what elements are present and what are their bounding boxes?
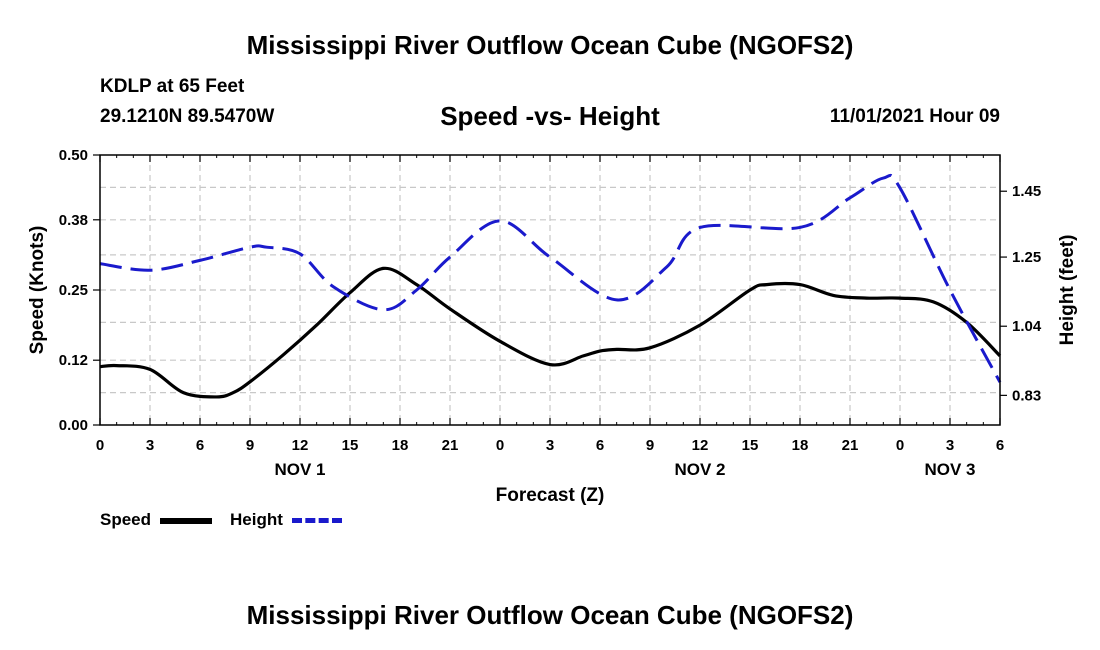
- grid-lines: [100, 155, 1000, 425]
- x-tick-label: 3: [146, 437, 154, 454]
- x-tick-label: 0: [896, 437, 904, 454]
- x-tick-label: 0: [496, 437, 504, 454]
- x-tick-label: 9: [246, 437, 254, 454]
- x-tick-label: 18: [392, 437, 409, 454]
- legend-speed-swatch: [160, 518, 212, 524]
- forecast-datetime: 11/01/2021 Hour 09: [829, 106, 1000, 127]
- legend-height-label: Height: [230, 510, 283, 529]
- footer-title: Mississippi River Outflow Ocean Cube (NG…: [246, 600, 854, 630]
- axis-ticks: [93, 154, 1007, 426]
- x-tick-label: 15: [342, 437, 359, 454]
- y2-tick-label: 1.04: [1012, 318, 1042, 335]
- y2-tick-label: 0.83: [1012, 387, 1041, 404]
- x-tick-label: 21: [442, 437, 459, 454]
- chart-title: Speed -vs- Height: [440, 101, 660, 131]
- x-tick-label: 12: [692, 437, 709, 454]
- axis-labels: 0 3 6 9 12 15 18 21 0 3 6 9 12 15 18 21 0 3 6 NOV 1 NOV 2 NOV…: [27, 147, 1078, 506]
- x-tick-label: 6: [196, 437, 204, 454]
- main-title: Mississippi River Outflow Ocean Cube (NG…: [246, 30, 854, 60]
- x-tick-label: 0: [96, 437, 104, 454]
- legend-height-swatch: [292, 518, 342, 523]
- x-tick-label: 18: [792, 437, 809, 454]
- y2-axis-label: Height (feet): [1057, 235, 1078, 346]
- x-tick-label: 21: [842, 437, 859, 454]
- y-tick-label: 0.00: [59, 417, 88, 434]
- location-coordinates: 29.1210N 89.5470W: [100, 106, 275, 127]
- date-label: NOV 1: [274, 460, 325, 479]
- x-tick-label: 15: [742, 437, 759, 454]
- x-tick-label: 6: [996, 437, 1004, 454]
- x-tick-label: 6: [596, 437, 604, 454]
- legend-speed-label: Speed: [100, 510, 152, 529]
- y2-tick-label: 1.25: [1012, 249, 1041, 266]
- x-tick-label: 3: [946, 437, 954, 454]
- y2-tick-label: 1.45: [1012, 183, 1041, 200]
- y-tick-label: 0.12: [59, 352, 88, 369]
- y-tick-label: 0.50: [59, 147, 88, 164]
- date-label: NOV 3: [924, 460, 975, 479]
- y-tick-label: 0.38: [59, 212, 88, 229]
- x-tick-label: 12: [292, 437, 309, 454]
- station-label: KDLP at 65 Feet: [100, 76, 245, 97]
- x-axis-label: Forecast (Z): [496, 485, 605, 506]
- date-label: NOV 2: [674, 460, 725, 479]
- x-tick-label: 9: [646, 437, 654, 454]
- x-tick-label: 3: [546, 437, 554, 454]
- y-tick-label: 0.25: [59, 282, 88, 299]
- y-axis-label: Speed (Knots): [27, 226, 48, 355]
